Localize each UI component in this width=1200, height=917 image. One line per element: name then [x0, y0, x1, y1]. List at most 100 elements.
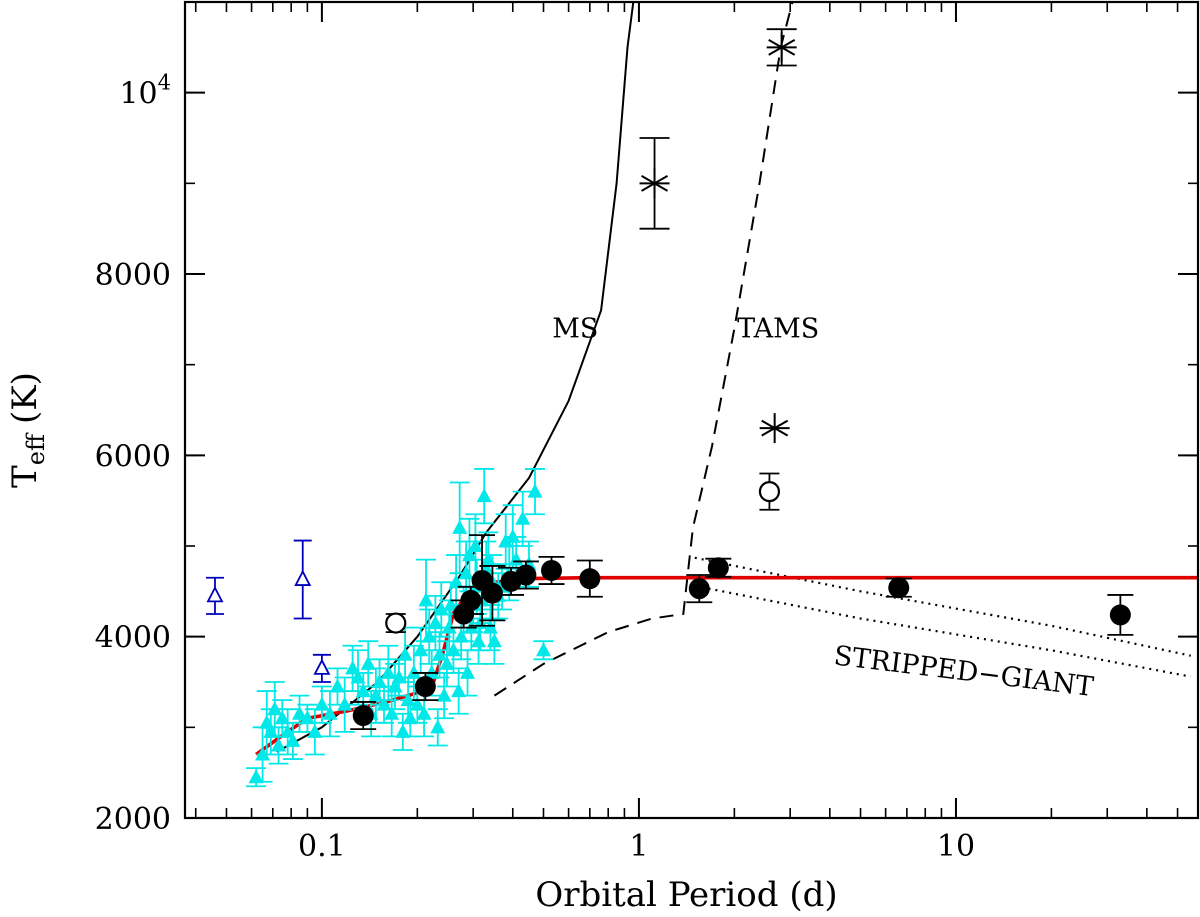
circle-marker	[1109, 604, 1131, 626]
triangle-marker	[460, 664, 476, 679]
triangle-marker	[360, 655, 376, 670]
triangle-marker	[395, 723, 411, 738]
data-point-filled-triangle	[334, 676, 355, 733]
data-point-filled-circle	[479, 565, 506, 622]
data-point-filled-triangle	[436, 640, 457, 688]
data-point-asterisk	[639, 137, 670, 230]
triangle-marker	[206, 585, 224, 603]
triangle-marker	[294, 569, 312, 586]
circle-marker	[515, 564, 537, 586]
data-marks	[205, 28, 1134, 788]
x-tick-label: 0.1	[298, 829, 346, 864]
triangle-marker	[486, 633, 502, 648]
triangle-marker	[274, 710, 290, 725]
triangle-marker	[461, 547, 477, 562]
triangle-marker	[380, 664, 396, 679]
data-point-filled-triangle	[448, 667, 469, 715]
triangle-marker	[418, 592, 434, 607]
circle-marker	[460, 589, 482, 611]
data-point-filled-triangle	[272, 699, 293, 738]
series-filled-circle	[350, 534, 1134, 731]
series-open-circle	[385, 472, 781, 634]
circle-marker	[888, 577, 910, 599]
triangle-marker	[439, 655, 455, 670]
triangle-marker	[505, 528, 521, 543]
series-open-triangle	[205, 539, 331, 683]
data-point-filled-triangle	[524, 468, 545, 516]
triangle-marker	[452, 519, 468, 534]
data-point-filled-circle	[350, 701, 377, 731]
triangle-marker	[430, 719, 446, 734]
series-asterisk	[639, 28, 797, 444]
triangle-marker	[337, 696, 353, 711]
data-point-filled-triangle	[419, 608, 440, 665]
data-point-filled-circle	[705, 557, 732, 579]
data-point-asterisk	[759, 413, 790, 444]
triangle-marker	[271, 737, 287, 752]
circle-marker	[481, 582, 503, 604]
circle-marker	[707, 557, 729, 579]
triangle-marker	[292, 705, 308, 720]
data-point-filled-triangle	[474, 468, 495, 525]
data-point-filled-triangle	[319, 690, 340, 738]
y-axis-label-symbol: T	[5, 465, 45, 488]
triangle-marker	[285, 732, 301, 747]
triangle-marker	[413, 642, 429, 657]
data-point-filled-circle	[885, 577, 912, 599]
curve-solid-thick-4	[255, 575, 1198, 756]
y-tick-label-exponent: 4	[158, 71, 171, 95]
triangle-marker	[384, 705, 400, 720]
triangle-marker	[451, 683, 467, 698]
data-point-filled-circle	[512, 560, 539, 590]
y-tick-label: 8000	[95, 258, 171, 293]
triangle-marker	[280, 723, 296, 738]
triangle-marker	[441, 619, 457, 634]
data-point-filled-circle	[686, 574, 713, 604]
triangle-marker	[248, 769, 264, 784]
y-axis-label-unit: (K)	[5, 372, 45, 424]
annotation-label: TAMS	[737, 313, 819, 344]
y-tick-label: 104	[119, 71, 171, 112]
triangle-marker	[314, 696, 330, 711]
model-curves	[255, 2, 1198, 756]
triangle-marker	[391, 669, 407, 684]
triangle-marker	[527, 483, 543, 498]
triangle-marker	[498, 533, 514, 548]
triangle-marker	[433, 601, 449, 616]
triangle-marker	[329, 678, 345, 693]
data-point-filled-triangle	[304, 708, 325, 756]
triangle-marker	[267, 701, 283, 716]
triangle-marker	[421, 628, 437, 643]
data-point-open-triangle	[293, 539, 312, 620]
annotation-label: STRIPPED−GIANT	[832, 640, 1095, 703]
triangle-marker	[508, 551, 524, 566]
data-point-open-triangle	[312, 653, 331, 683]
triangle-marker	[313, 658, 331, 675]
triangle-marker	[255, 746, 271, 761]
data-point-filled-circle	[457, 585, 484, 615]
triangle-marker	[402, 710, 418, 725]
y-axis-label-subscript: eff	[22, 432, 50, 465]
circle-marker	[541, 559, 563, 581]
triangle-marker	[427, 615, 443, 630]
circle-marker	[579, 568, 601, 590]
plot-frame	[183, 0, 1200, 820]
y-tick-label: 2000	[95, 802, 171, 837]
triangle-marker	[535, 642, 551, 657]
data-point-filled-triangle	[374, 685, 395, 724]
triangle-marker	[416, 705, 432, 720]
data-point-filled-circle	[538, 555, 565, 585]
triangle-marker	[372, 674, 388, 688]
triangle-marker	[515, 510, 531, 525]
circle-marker	[352, 705, 374, 727]
triangle-marker	[355, 683, 371, 698]
triangle-marker	[432, 646, 448, 661]
triangle-marker	[436, 687, 452, 702]
data-point-filled-triangle	[358, 640, 379, 688]
data-point-open-circle	[758, 472, 781, 511]
triangle-marker	[345, 660, 361, 675]
data-point-filled-circle	[1107, 594, 1134, 636]
curve-dashed-1	[493, 2, 794, 697]
data-point-filled-circle	[576, 559, 603, 598]
